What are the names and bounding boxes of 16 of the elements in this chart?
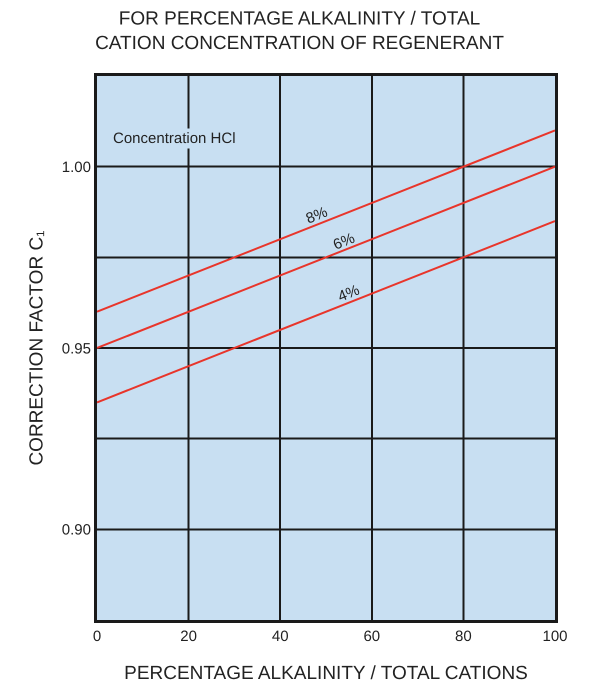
annotation: 8%	[304, 204, 330, 228]
x-tick-label: 60	[363, 628, 380, 645]
x-tick-label: 0	[92, 628, 102, 645]
x-tick-label: 80	[455, 628, 472, 645]
y-axis-title: CORRECTION FACTOR C₁	[26, 230, 48, 466]
annotation: 4%	[336, 282, 362, 306]
x-tick-label: 100	[542, 628, 568, 645]
x-tick-label: 20	[180, 628, 197, 645]
annotation: 6%	[330, 230, 358, 254]
y-tick-label: 1.00	[62, 158, 91, 176]
chart-title: FOR PERCENTAGE ALKALINITY / TOTAL CATION CONCENTRATION OF REGENERANT	[95, 8, 504, 54]
y-tick-label: 0.95	[62, 340, 91, 358]
y-tick-label: 0.90	[62, 522, 91, 539]
x-tick-label: 40	[272, 628, 289, 645]
annotation: Concentration HCl	[113, 130, 236, 147]
x-axis-title: PERCENTAGE ALKALINITY / TOTAL CATIONS	[124, 662, 528, 684]
